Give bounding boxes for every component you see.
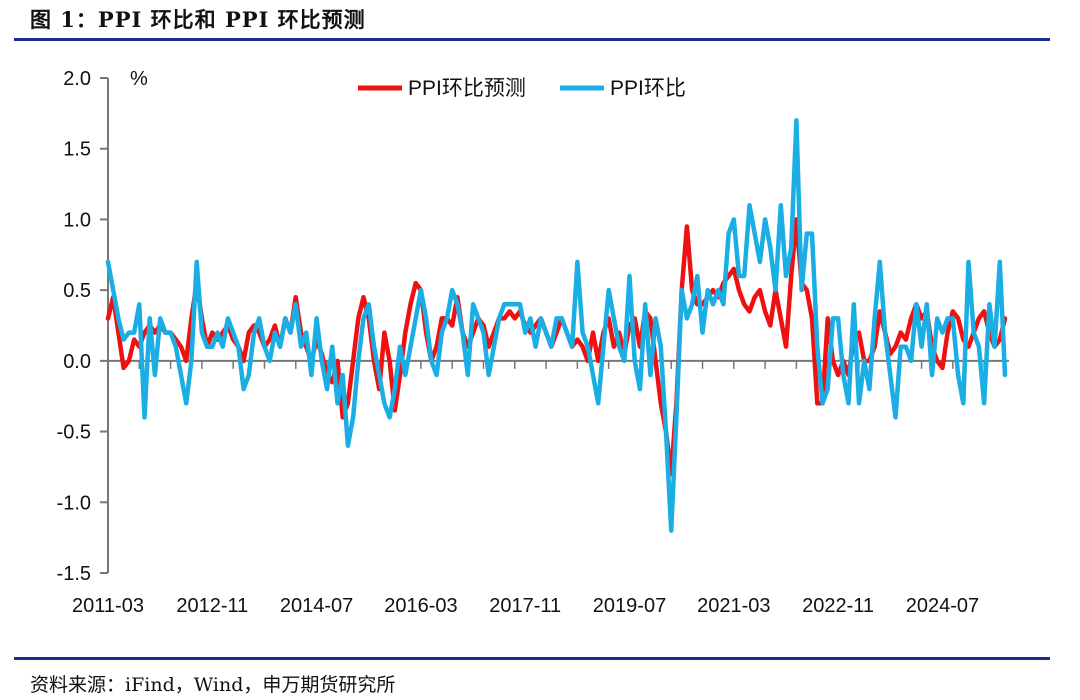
series-line-ppi-mom: [105, 118, 1008, 533]
x-tick-label: 2024-07: [906, 595, 979, 617]
y-tick-label: 2.0: [63, 68, 91, 90]
y-axis: 2.0 1.5 1.0 0.5 0.0 -0.5 -1.0 -1.5%: [57, 68, 148, 585]
y-tick-label: -0.5: [57, 422, 91, 444]
x-axis: 2011-03 2012-11 2014-07 2016-03 2017-11 2019-…: [72, 359, 1009, 617]
legend: PPI环比预测 PPI环比: [358, 77, 686, 100]
x-tick-label: 2019-07: [593, 595, 666, 617]
y-tick-label: 1.5: [63, 139, 91, 161]
y-tick-label: 0.5: [63, 280, 91, 302]
legend-label: PPI环比预测: [408, 77, 526, 100]
y-tick-label: 0.0: [63, 351, 91, 373]
figure-title: 图 1：PPI 环比和 PPI 环比预测: [30, 7, 366, 32]
legend-label: PPI环比: [610, 77, 686, 100]
y-tick-label: 1.0: [63, 209, 91, 231]
ppi-line-chart: 2.0 1.5 1.0 0.5 0.0 -0.5 -1.0 -1.5% 2011-03 2012…: [57, 68, 1009, 617]
x-tick-label: 2017-11: [489, 595, 561, 617]
y-unit-label: %: [130, 68, 148, 90]
x-tick-label: 2011-03: [72, 595, 144, 617]
x-tick-label: 2014-07: [280, 595, 353, 617]
x-tick-label: 2016-03: [384, 595, 457, 617]
series-lines: [105, 118, 1008, 533]
footer-divider: [14, 657, 1050, 660]
y-tick-label: -1.0: [57, 492, 91, 514]
x-tick-label: 2022-11: [802, 595, 874, 617]
x-tick-label: 2021-03: [697, 595, 770, 617]
x-tick-label: 2012-11: [176, 595, 248, 617]
y-tick-label: -1.5: [57, 563, 91, 585]
source-note: 资料来源：iFind，Wind，申万期货研究所: [30, 674, 396, 696]
title-divider: [14, 38, 1050, 41]
